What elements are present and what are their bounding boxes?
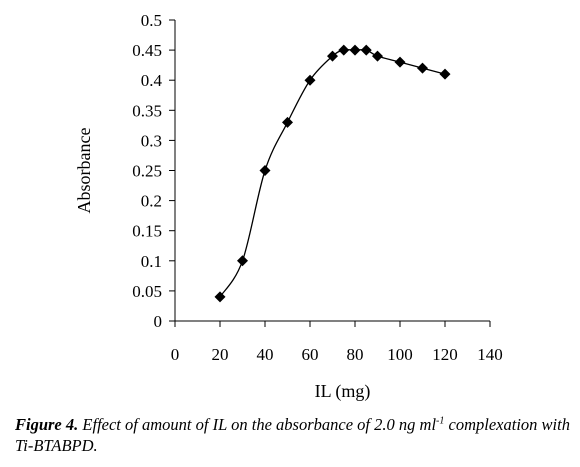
caption-superscript: -1 [436,415,445,427]
x-tick-label: 120 [432,345,458,364]
y-tick-label: 0.15 [132,222,162,241]
chart-area: 0 0.05 0.1 0.15 0.2 0.25 0.3 0.35 0.4 0.45 0.5 0 20… [74,11,503,402]
data-point [417,62,428,74]
x-axis-title: IL (mg) [315,381,371,402]
x-axis: 0 20 40 60 80 100 120 140 [171,320,503,364]
y-tick-label: 0.05 [132,282,162,301]
y-tick-label: 0.45 [132,41,162,60]
y-tick-label: 0.5 [141,11,162,30]
x-tick-label: 100 [387,345,413,364]
y-tick-label: 0.2 [141,192,162,211]
y-tick-label: 0.1 [141,252,162,271]
x-tick-label: 0 [171,345,180,364]
data-point [338,44,350,56]
x-tick-label: 140 [477,345,503,364]
x-tick-label: 80 [347,345,364,364]
x-tick-label: 40 [257,345,274,364]
figure-label: Figure 4. [15,415,79,434]
figure-caption: Figure 4. Effect of amount of IL on the … [15,414,570,456]
y-tick-label: 0.4 [141,71,163,90]
caption-text: Effect of amount of IL on the absorbance… [78,415,437,434]
data-point [439,68,451,80]
y-tick-label: 0.3 [141,131,162,150]
data-point [372,50,383,62]
data-point [214,291,226,303]
caption-text-end: complexation with Ti-BTABPD. [15,415,570,455]
data-point [259,165,271,176]
data-point [394,56,406,68]
data-point [360,44,372,56]
y-tick-label: 0.25 [132,162,162,181]
data-point [282,116,293,128]
y-tick-label: 0.35 [132,101,162,120]
data-point [304,74,316,86]
data-point [349,44,361,56]
x-tick-label: 60 [302,345,319,364]
y-axis-title: Absorbance [74,128,94,214]
data-point [327,50,338,62]
x-tick-label: 20 [212,345,229,364]
y-tick-label: 0 [154,312,163,331]
series-line [219,49,446,298]
y-axis: 0 0.05 0.1 0.15 0.2 0.25 0.3 0.35 0.4 0.45 0.5 [132,11,176,331]
series-markers [214,44,451,303]
data-point [237,255,248,267]
